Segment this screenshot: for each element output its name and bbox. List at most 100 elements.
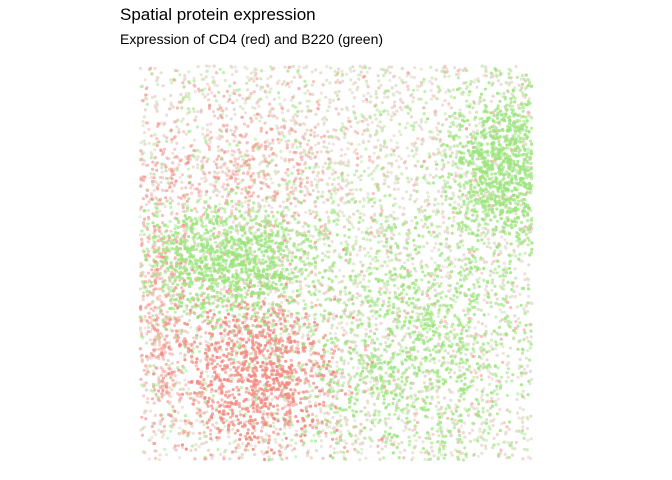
point-s0-4470: [206, 404, 210, 408]
point-sbg-1566: [507, 361, 511, 365]
point-s0-4429: [293, 368, 297, 372]
point-sbg-1233: [182, 146, 186, 150]
point-s0-3855: [497, 379, 501, 383]
point-sbg-2215: [384, 341, 388, 345]
point-sbg-461: [385, 264, 389, 268]
point-sbg-866: [379, 83, 383, 87]
point-s0-4835: [197, 328, 201, 332]
point-sbg-2521: [155, 102, 159, 106]
point-s1-3402: [294, 455, 298, 459]
point-sbg-964: [331, 142, 335, 146]
point-s1-3107: [372, 424, 376, 428]
point-s1-3439: [331, 168, 335, 172]
point-sbg-2140: [177, 432, 181, 436]
point-sbg-2260: [314, 143, 318, 147]
point-s0-3745: [416, 420, 420, 425]
point-s1-3103: [435, 97, 439, 101]
point-sbg-54: [455, 124, 459, 128]
point-s1-3064: [315, 183, 319, 187]
point-sbg-1133: [142, 220, 146, 224]
point-sbg-2122: [450, 453, 454, 457]
point-s0-4390: [237, 392, 241, 397]
point-s0-3994: [326, 319, 330, 323]
point-s1-3297: [204, 434, 209, 438]
point-s1-2666: [435, 152, 440, 156]
point-sbg-517: [260, 425, 264, 429]
point-s0-4293: [190, 354, 194, 359]
point-s0-4573: [303, 433, 307, 437]
point-s0-4940: [212, 359, 216, 363]
point-s0-3913: [353, 129, 357, 134]
point-s0-3925: [186, 122, 190, 127]
point-s0-5005: [260, 420, 264, 424]
point-s1-2991: [138, 215, 142, 219]
point-s0-3542: [305, 451, 309, 455]
point-s1-2711: [154, 100, 159, 104]
point-sbg-2202: [398, 91, 402, 95]
point-s0-4943: [312, 381, 316, 385]
point-sbg-1682: [390, 85, 394, 89]
point-s0-4678: [274, 373, 278, 377]
point-s1-3254: [442, 162, 446, 166]
point-s1-2748: [250, 209, 254, 213]
point-s1-2631: [385, 68, 389, 72]
point-sbg-730: [349, 69, 353, 73]
point-sbg-1515: [513, 267, 517, 271]
point-sbg-457: [395, 90, 399, 94]
point-s0-4388: [278, 427, 282, 431]
point-s0-3992: [166, 400, 170, 404]
point-sbg-604: [203, 400, 207, 404]
point-s0-3627: [377, 86, 381, 90]
point-sbg-2041: [430, 249, 434, 253]
point-sbg-1519: [305, 128, 309, 132]
point-sbg-1227: [423, 374, 427, 378]
point-s0-4198: [226, 312, 231, 316]
point-sbg-1368: [366, 285, 370, 289]
point-sbg-1295: [182, 85, 186, 89]
point-sbg-1979: [449, 390, 453, 394]
point-s1-2826: [413, 199, 417, 203]
point-sbg-2417: [350, 222, 354, 226]
point-s1-3079: [214, 180, 218, 184]
point-s1-2894: [448, 249, 453, 253]
point-s0-4801: [310, 366, 314, 370]
point-s1-2811: [489, 338, 494, 342]
point-sbg-2477: [149, 409, 153, 413]
point-s0-4823: [239, 413, 243, 417]
point-sbg-1514: [298, 284, 303, 288]
point-sbg-1784: [335, 360, 339, 364]
point-s0-4033: [231, 388, 235, 392]
point-sbg-749: [495, 379, 499, 383]
point-sbg-1196: [319, 439, 324, 443]
point-s1-2717: [306, 109, 310, 113]
point-s0-4284: [293, 320, 297, 324]
point-s0-4005: [211, 316, 215, 320]
point-sbg-1191: [490, 74, 494, 78]
point-s0-4552: [279, 367, 283, 371]
point-s0-4221: [296, 318, 300, 322]
point-s0-4735: [303, 322, 307, 326]
point-s0-4614: [219, 416, 223, 420]
point-sbg-1222: [457, 72, 461, 76]
point-s0-4697: [241, 337, 245, 341]
point-s1-2955: [360, 447, 364, 451]
point-s0-3507: [325, 411, 329, 415]
point-sbg-420: [415, 197, 419, 201]
point-s0-3885: [509, 305, 513, 310]
point-sbg-721: [440, 194, 444, 198]
point-sbg-1303: [401, 196, 405, 200]
point-sbg-2476: [262, 409, 266, 414]
point-sbg-2049: [347, 393, 351, 397]
point-s0-3961: [454, 174, 458, 178]
point-sbg-2036: [492, 241, 496, 245]
point-sbg-2153: [337, 280, 341, 285]
point-sbg-1143: [384, 371, 388, 375]
point-sbg-2349: [339, 450, 343, 454]
point-s1-2814: [373, 417, 377, 422]
point-sbg-1272: [520, 73, 525, 78]
point-s0-3757: [171, 405, 175, 409]
point-s1-2809: [433, 361, 437, 365]
point-sbg-316: [152, 188, 156, 192]
point-sbg-731: [343, 163, 348, 167]
point-s1-3125: [404, 406, 408, 410]
